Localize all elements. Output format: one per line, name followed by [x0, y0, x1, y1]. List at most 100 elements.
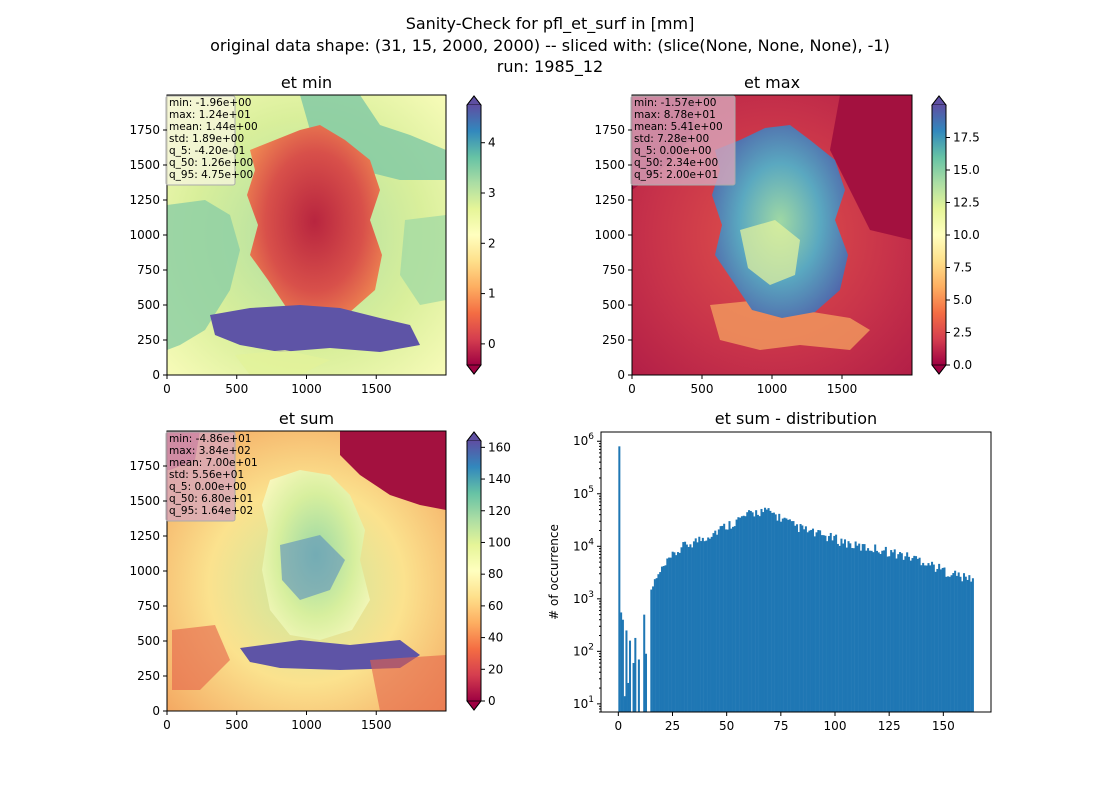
- histogram-bar: [760, 508, 763, 712]
- histogram-bar: [714, 530, 717, 712]
- y-tick-label: 103: [573, 590, 594, 606]
- histogram-bar: [716, 534, 719, 712]
- histogram-bar: [721, 525, 724, 712]
- histogram-bar: [950, 575, 953, 712]
- histogram-bar: [909, 560, 912, 712]
- x-tick-label: 1000: [291, 382, 322, 396]
- histogram-bar: [749, 510, 752, 712]
- histogram-bar: [815, 532, 818, 712]
- colorbar: 0.0 2.5 5.0 7.5 10.0 12.5 15.0 17.5: [931, 95, 980, 375]
- colorbar-tick-label: 40: [488, 631, 503, 645]
- histogram-bar: [637, 659, 640, 712]
- x-tick-label: 0: [163, 718, 171, 732]
- histogram-bar: [728, 521, 731, 712]
- histogram-bar: [939, 569, 942, 712]
- y-tick-label: 1000: [129, 228, 160, 242]
- histogram-bar: [673, 552, 676, 712]
- colorbar-tick-label: 160: [488, 440, 511, 454]
- stat-line: q_50: 6.80e+01: [169, 493, 253, 505]
- histogram-bar: [783, 517, 786, 712]
- y-tick-label: 1500: [129, 158, 160, 172]
- stats-box: [165, 431, 236, 522]
- histogram-bar: [746, 512, 749, 712]
- histogram-bar: [874, 544, 877, 712]
- histogram-bar: [678, 552, 681, 712]
- stat-line: min: -1.96e+00: [169, 97, 251, 109]
- y-tick-label: 750: [137, 263, 160, 277]
- histogram-bar: [952, 573, 955, 712]
- histogram-bar: [936, 568, 939, 712]
- histogram-bar: [900, 553, 903, 712]
- histogram-bar: [787, 519, 790, 712]
- histogram-bar: [938, 563, 941, 712]
- colorbar-tick-label: 12.5: [953, 196, 980, 210]
- histogram-bar: [774, 514, 777, 712]
- histogram-bar: [652, 586, 655, 712]
- histogram-bar: [666, 558, 669, 712]
- histogram-bar: [881, 550, 884, 712]
- histogram-bar: [664, 565, 667, 712]
- histogram-bar: [867, 548, 870, 712]
- histogram-bar: [849, 543, 852, 712]
- histogram-bar: [737, 517, 740, 712]
- histogram-bar: [826, 541, 829, 712]
- y-tick-label: 750: [602, 263, 625, 277]
- colorbar: 0 20 40 60 80 100 120 140 160: [466, 431, 511, 711]
- histogram-bar: [689, 544, 692, 712]
- figure-title-line1: Sanity-Check for pfl_et_surf in [mm]: [406, 14, 695, 34]
- y-tick-label: 105: [573, 485, 594, 501]
- histogram-bar: [705, 540, 708, 712]
- histogram-bar: [700, 541, 703, 712]
- histogram-bar: [790, 521, 793, 712]
- histogram-bar: [668, 557, 671, 712]
- colorbar-extend-min: [466, 364, 482, 375]
- heatmap-image: [167, 95, 446, 375]
- y-tick-label: 250: [602, 333, 625, 347]
- histogram-bar: [858, 543, 861, 712]
- colorbar-gradient: [932, 105, 946, 365]
- histogram-bar: [902, 559, 905, 712]
- histogram-bar: [911, 558, 914, 712]
- histogram-bar: [707, 537, 710, 712]
- histogram-bar: [676, 552, 679, 712]
- histogram-bar: [691, 547, 694, 712]
- colorbar-tick-label: 140: [488, 472, 511, 486]
- histogram-bar: [755, 510, 758, 712]
- histogram-bar: [920, 565, 923, 712]
- panel-et-min: et min min: -1.96e+00 max: 1.24e+01 mean…: [129, 73, 495, 396]
- histogram-bar: [918, 557, 921, 712]
- stat-line: q_5: 0.00e+00: [169, 481, 246, 493]
- histogram-bar: [870, 550, 873, 712]
- y-tick-label: 750: [137, 599, 160, 613]
- y-tick-label: 0: [617, 368, 625, 382]
- histogram-bar: [970, 581, 973, 712]
- histogram-bar: [971, 578, 974, 712]
- figure-title-line3: run: 1985_12: [497, 57, 603, 77]
- histogram-bar: [811, 528, 815, 712]
- histogram-bar: [835, 534, 838, 712]
- histogram-bar: [632, 662, 635, 712]
- colorbar-tick-label: 15.0: [953, 163, 980, 177]
- histogram-bar: [954, 570, 957, 712]
- colorbar-tick-label: 2: [488, 236, 496, 250]
- histogram-bar: [899, 552, 902, 712]
- y-tick-label: 500: [137, 298, 160, 312]
- histogram-bar: [897, 554, 900, 712]
- histogram-bar: [845, 547, 848, 712]
- x-tick-label: 0: [628, 382, 636, 396]
- histogram-bar: [655, 578, 658, 712]
- histogram-bar: [925, 565, 928, 712]
- figure-title-line2: original data shape: (31, 15, 2000, 2000…: [210, 36, 890, 55]
- stat-line: mean: 5.41e+00: [634, 121, 723, 133]
- histogram-bar: [934, 571, 937, 712]
- histogram-bar: [723, 523, 726, 712]
- heatmap-image: [167, 431, 446, 711]
- colorbar-tick-label: 0: [488, 694, 496, 708]
- y-tick-label: 104: [573, 537, 594, 553]
- histogram-bar: [698, 536, 701, 712]
- histogram-bar: [859, 550, 862, 712]
- y-tick-label: 1250: [129, 193, 160, 207]
- histogram-bar: [913, 555, 916, 712]
- histogram-bar: [719, 526, 722, 712]
- colorbar-tick-label: 60: [488, 599, 503, 613]
